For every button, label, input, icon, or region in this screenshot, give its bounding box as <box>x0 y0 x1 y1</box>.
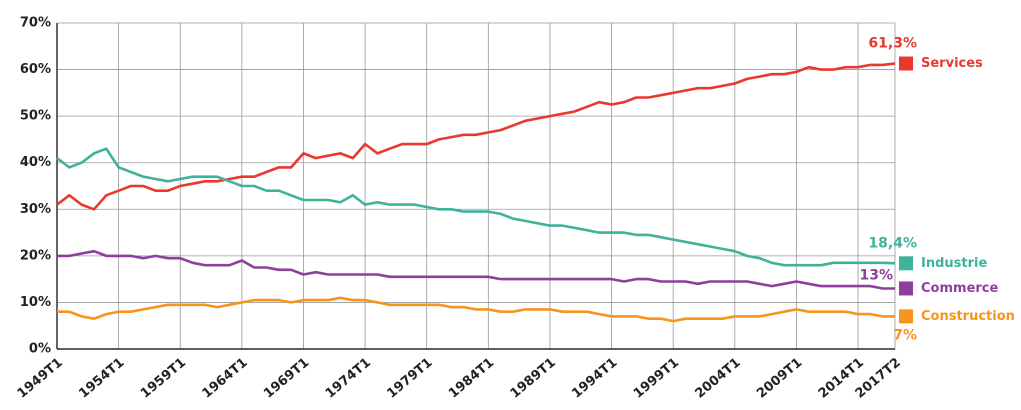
legend-label: Services <box>921 56 983 71</box>
x-tick-label: 1949T1 <box>15 355 66 401</box>
data-label: 7% <box>893 327 917 343</box>
y-tick-label: 40% <box>20 155 51 170</box>
x-tick-label: 1994T1 <box>569 355 620 401</box>
y-tick-label: 60% <box>20 62 51 77</box>
series-line <box>57 296 895 323</box>
x-tick-label: 2004T1 <box>693 355 744 401</box>
legend-label: Construction <box>921 309 1015 324</box>
x-tick-label: 1999T1 <box>631 355 682 401</box>
x-tick-label: 2009T1 <box>754 355 805 401</box>
x-tick-label: 1984T1 <box>446 355 497 401</box>
y-tick-label: 30% <box>20 202 51 217</box>
y-tick-label: 10% <box>20 295 51 310</box>
x-tick-label: 1979T1 <box>384 355 435 401</box>
x-tick-label: 1989T1 <box>508 355 559 401</box>
y-tick-label: 50% <box>20 109 51 124</box>
y-tick-label: 70% <box>20 16 51 31</box>
y-tick-label: 0% <box>29 342 51 357</box>
legend-marker <box>899 56 913 71</box>
legend-label: Commerce <box>921 281 998 296</box>
series-line <box>57 249 895 290</box>
legend-label: Industrie <box>921 256 987 271</box>
y-tick-label: 20% <box>20 248 51 263</box>
x-tick-label: 1964T1 <box>200 355 251 401</box>
x-tick-label: 1959T1 <box>138 355 189 401</box>
x-tick-label: 1969T1 <box>261 355 312 401</box>
legend-marker <box>899 256 913 271</box>
legend-marker <box>899 309 913 324</box>
data-label: 13% <box>859 267 893 283</box>
data-label: 61,3% <box>868 36 917 52</box>
legend-marker <box>899 281 913 296</box>
x-tick-label: 1954T1 <box>76 355 127 401</box>
data-label: 18,4% <box>868 235 917 251</box>
series-line <box>56 62 896 211</box>
series-line <box>56 147 896 267</box>
x-tick-label: 1974T1 <box>323 355 374 401</box>
